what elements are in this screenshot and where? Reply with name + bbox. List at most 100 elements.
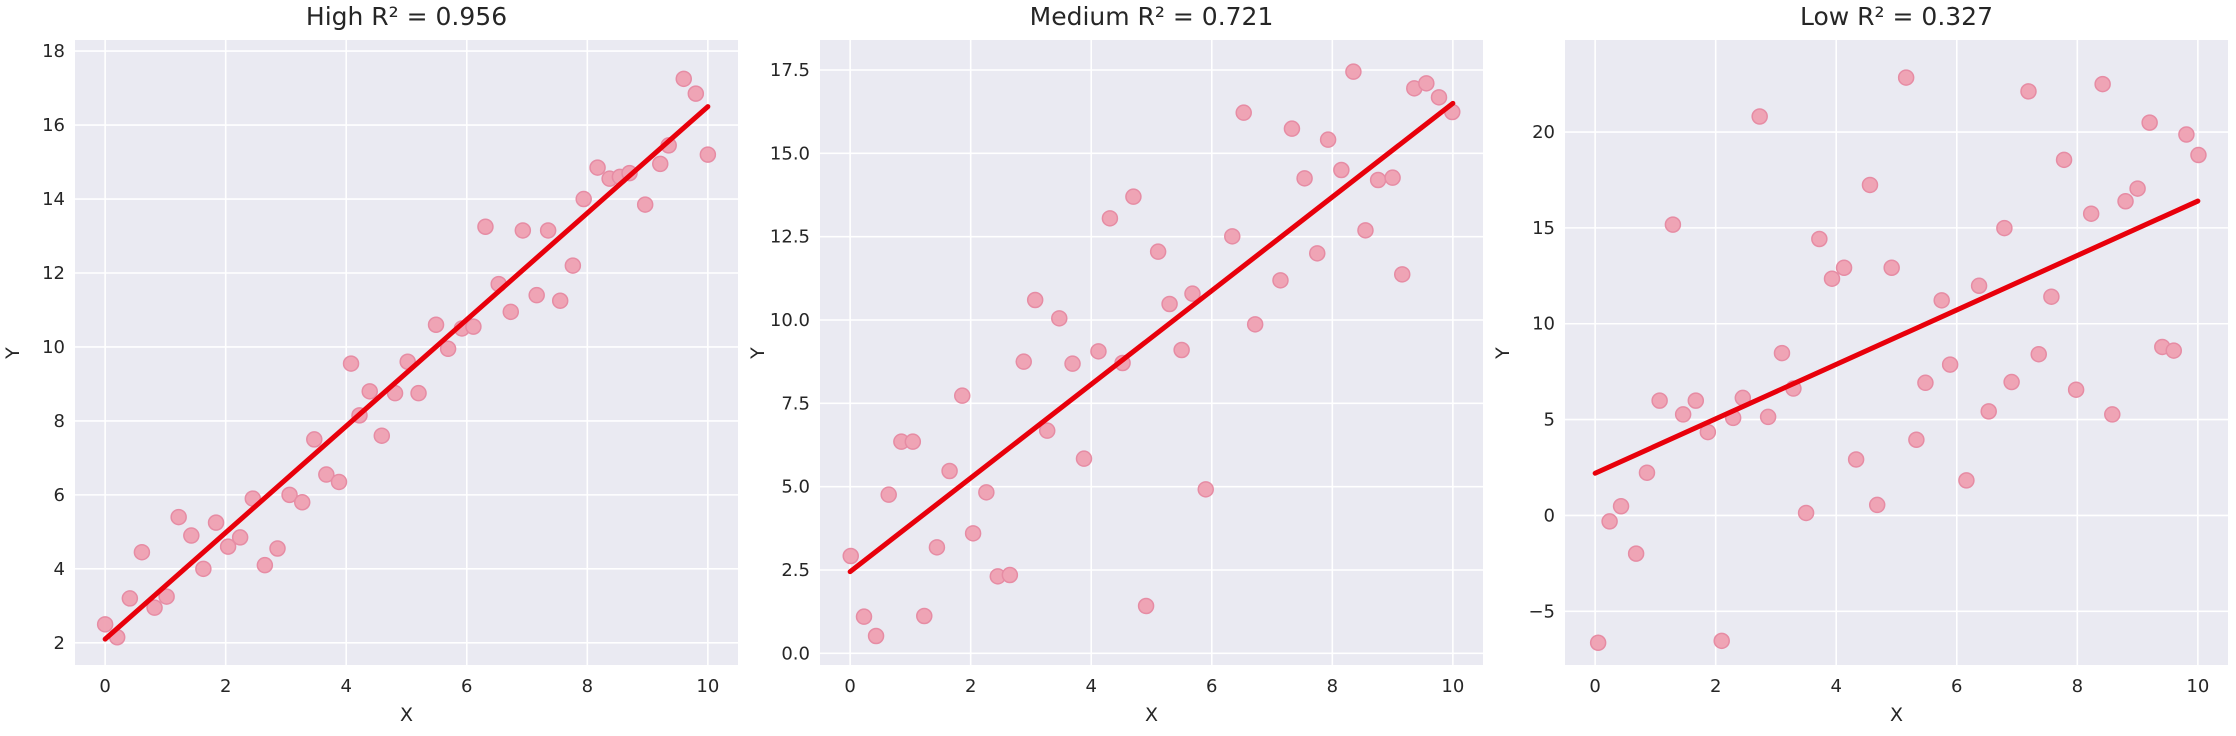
- data-point: [589, 159, 606, 176]
- data-point: [1638, 464, 1656, 481]
- data-point: [1980, 403, 1997, 420]
- x-tick-label: 2: [1710, 676, 1721, 697]
- scatter-plot-high-r2: 0 2 4 6 8 10 2 4 6 8 10 12 14 16 18: [42, 40, 738, 697]
- data-point: [1384, 169, 1401, 186]
- grid-lines: [75, 40, 738, 665]
- data-point: [158, 588, 175, 605]
- data-point: [1319, 131, 1337, 148]
- data-point: [564, 257, 582, 274]
- regression-line: [847, 100, 1456, 575]
- y-tick-labels: 2 4 6 8 10 12 14 16 18: [42, 41, 65, 654]
- x-axis-label: X: [1889, 704, 1904, 726]
- data-point: [231, 529, 249, 546]
- y-tick-label: −5: [1528, 601, 1555, 622]
- data-point: [1612, 498, 1630, 515]
- data-point: [1246, 316, 1264, 333]
- data-point: [687, 85, 705, 102]
- y-axis-label: Y: [2, 347, 24, 359]
- data-point: [2104, 406, 2121, 423]
- data-point: [2020, 83, 2037, 100]
- data-point: [1958, 472, 1975, 489]
- x-tick-label: 2: [965, 676, 976, 697]
- data-point: [1173, 341, 1190, 359]
- x-tick-label: 4: [341, 676, 352, 697]
- data-point: [1933, 292, 1950, 309]
- data-point: [1038, 422, 1056, 439]
- panel-medium-r2: 0 2 4 6 8 10 0.0 2.5 5.0 7.5 10.0 12.5 15.0 17.5 Medi…: [745, 0, 1491, 736]
- x-axis-label: X: [399, 704, 414, 726]
- data-point: [1418, 75, 1435, 92]
- y-tick-label: 14: [42, 189, 65, 210]
- data-point: [551, 292, 569, 309]
- y-axis-label: Y: [1492, 347, 1514, 359]
- data-point: [1064, 355, 1081, 372]
- data-point: [1015, 353, 1032, 370]
- data-point: [528, 286, 545, 304]
- y-tick-label: 12: [42, 263, 65, 284]
- data-point: [1101, 210, 1119, 227]
- scatter-plot-low-r2: 0 2 4 6 8 10 −5 0 5 10 15 20: [1528, 40, 2228, 697]
- data-point: [1296, 170, 1313, 187]
- data-point: [1687, 392, 1705, 409]
- data-point: [675, 70, 693, 88]
- scatter-points: [96, 70, 717, 646]
- x-tick-label: 0: [1589, 676, 1600, 697]
- scatter-points: [1589, 69, 2207, 652]
- x-tick-label: 2: [220, 676, 231, 697]
- y-tick-label: 15.0: [770, 143, 810, 164]
- data-point: [195, 560, 212, 578]
- data-point: [361, 383, 378, 400]
- data-point: [1847, 451, 1865, 468]
- data-point: [1075, 450, 1093, 467]
- data-point: [477, 218, 494, 236]
- data-point: [880, 486, 897, 503]
- data-point: [1970, 277, 1988, 295]
- data-point: [502, 303, 520, 321]
- data-point: [183, 527, 200, 544]
- y-tick-label: 0: [1544, 505, 1555, 526]
- data-point: [514, 222, 532, 239]
- data-point: [133, 543, 151, 561]
- axes-background: [75, 40, 738, 665]
- y-tick-label: 6: [54, 485, 65, 506]
- data-point: [2003, 373, 2020, 391]
- y-tick-label: 4: [54, 559, 65, 580]
- data-point: [1430, 89, 1448, 106]
- data-point: [2141, 114, 2158, 131]
- data-point: [2043, 288, 2060, 305]
- data-point: [2178, 126, 2195, 143]
- data-point: [1759, 408, 1777, 426]
- data-point: [1908, 431, 1925, 448]
- data-point: [941, 462, 958, 480]
- y-tick-label: 10: [1532, 314, 1555, 335]
- data-point: [699, 146, 717, 163]
- y-tick-label: 2: [54, 633, 65, 654]
- data-point: [1601, 513, 1618, 530]
- data-point: [1333, 161, 1350, 179]
- regression-line: [1592, 198, 2201, 476]
- x-tick-label: 6: [1951, 676, 1962, 697]
- data-point: [256, 556, 274, 574]
- x-tick-label: 10: [2186, 676, 2209, 697]
- data-point: [1941, 356, 1959, 373]
- data-point: [1811, 230, 1828, 248]
- data-point: [1917, 374, 1934, 392]
- data-point: [2082, 205, 2100, 222]
- data-point: [1797, 504, 1815, 522]
- data-point: [306, 431, 323, 448]
- scatter-plot-medium-r2: 0 2 4 6 8 10 0.0 2.5 5.0 7.5 10.0 12.5 15.0 17.5: [770, 40, 1483, 697]
- data-point: [1272, 272, 1289, 289]
- y-tick-label: 12.5: [770, 227, 810, 248]
- data-point: [2165, 342, 2183, 359]
- data-point: [928, 539, 946, 556]
- data-point: [1283, 120, 1301, 137]
- x-tick-label: 0: [99, 676, 110, 697]
- data-point: [855, 608, 873, 625]
- data-point: [342, 355, 360, 372]
- x-tick-label: 8: [2072, 676, 2083, 697]
- y-tick-labels: −5 0 5 10 15 20: [1528, 122, 1555, 622]
- y-tick-label: 10.0: [770, 310, 810, 331]
- data-point: [1674, 406, 1692, 423]
- data-point: [2030, 345, 2047, 363]
